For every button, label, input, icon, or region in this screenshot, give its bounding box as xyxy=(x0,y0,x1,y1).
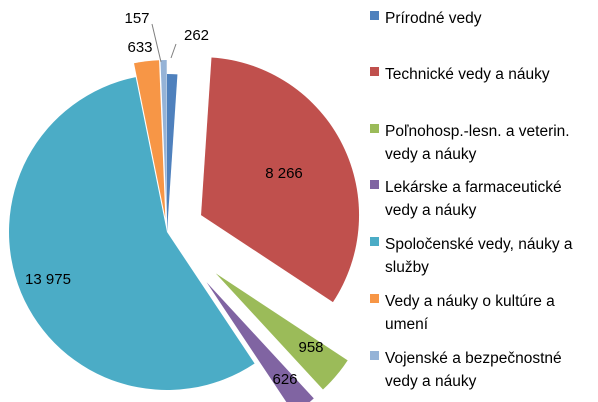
legend-swatch xyxy=(370,294,379,303)
pie-slice xyxy=(9,77,255,390)
legend-label: Spoločenské vedy, náuky a služby xyxy=(385,236,573,276)
data-label: 958 xyxy=(298,339,323,356)
legend-label: Lekárske a farmaceutické vedy a náuky xyxy=(385,179,562,219)
data-label: 633 xyxy=(127,39,152,56)
legend-swatch xyxy=(370,180,379,189)
pie-slice xyxy=(160,60,167,218)
legend-swatch xyxy=(370,67,379,76)
data-label: 262 xyxy=(184,27,209,44)
legend-swatch xyxy=(370,237,379,246)
data-label: 157 xyxy=(124,10,149,27)
legend-swatch xyxy=(370,11,379,20)
legend-label: Poľnohosp.-lesn. a veterin. vedy a náuky xyxy=(385,123,570,163)
legend-label: Prírodné vedy xyxy=(385,10,482,27)
pie-slice xyxy=(134,60,166,219)
leader-line xyxy=(151,23,162,63)
legend-swatch xyxy=(370,351,379,360)
pie-slice xyxy=(215,273,348,390)
legend-swatch xyxy=(370,124,379,133)
data-label: 13 975 xyxy=(25,271,71,288)
legend-label: Technické vedy a náuky xyxy=(385,66,550,83)
data-label: 8 266 xyxy=(265,165,303,182)
leader-line xyxy=(170,43,177,59)
legend-label: Vojenské a bezpečnostné vedy a náuky xyxy=(385,350,562,390)
data-label: 626 xyxy=(272,371,297,388)
pie-slice xyxy=(167,74,178,232)
pie-slice xyxy=(206,282,314,402)
pie-slice xyxy=(201,57,360,303)
chart-legend: Prírodné vedy Technické vedy a náuky Poľno… xyxy=(370,0,596,402)
legend-label: Vedy a náuky o kultúre a umení xyxy=(385,293,555,333)
